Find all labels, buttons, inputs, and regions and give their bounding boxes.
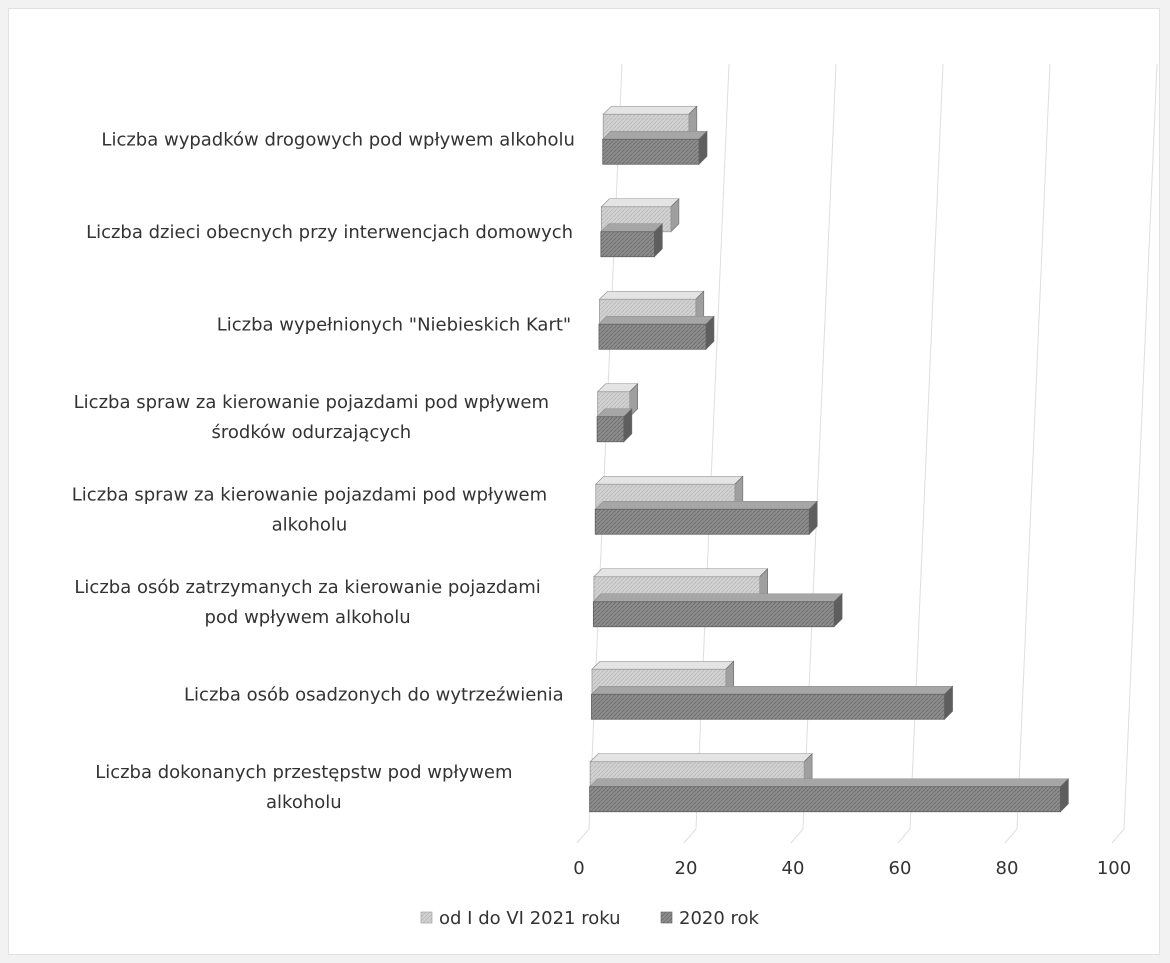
bar-2020 xyxy=(588,778,1070,813)
gridline-depth xyxy=(576,828,590,844)
bar-2020 xyxy=(600,223,664,258)
bar-2020 xyxy=(602,130,708,165)
gridline-depth xyxy=(790,828,804,844)
x-axis-ticks: 020406080100120140160180 xyxy=(573,858,1131,879)
legend: od I do VI 2021 roku 2020 rok xyxy=(420,908,760,929)
x-tick-label: 0 xyxy=(573,858,584,879)
x-tick-label: 20 xyxy=(675,858,698,879)
gridline xyxy=(1123,63,1158,830)
chart-frame: Liczba wypadków drogowych pod wpływem al… xyxy=(8,8,1160,955)
category-label: Liczba wypadków drogowych pod wpływem al… xyxy=(101,129,575,150)
bar-2020 xyxy=(594,500,818,535)
bar-2020 xyxy=(590,685,954,720)
category-label: Liczba osób osadzonych do wytrzeźwienia xyxy=(184,684,564,705)
category-label: Liczba osób zatrzymanych za kierowanie p… xyxy=(74,577,540,628)
category-labels: Liczba wypadków drogowych pod wpływem al… xyxy=(72,129,575,813)
x-tick-label: 60 xyxy=(889,858,912,879)
gridline-depth xyxy=(683,828,697,844)
gridline-depth xyxy=(1111,828,1125,844)
bar-2020 xyxy=(596,408,633,443)
bars-layer xyxy=(588,105,1070,813)
bar-chart: Liczba wypadków drogowych pod wpływem al… xyxy=(72,63,1158,929)
legend-label: 2020 rok xyxy=(679,908,760,929)
category-label: Liczba wypełnionych "Niebieskich Kart" xyxy=(217,314,571,335)
legend-swatch xyxy=(420,911,433,924)
x-tick-label: 40 xyxy=(782,858,805,879)
category-label: Liczba dokonanych przestępstw pod wpływe… xyxy=(95,762,512,813)
bar-2020 xyxy=(598,315,715,350)
gridline-depth xyxy=(897,828,911,844)
legend-swatch xyxy=(660,911,673,924)
gridline-depth xyxy=(1004,828,1018,844)
category-label: Liczba spraw za kierowanie pojazdami pod… xyxy=(72,484,547,535)
x-tick-label: 100 xyxy=(1097,858,1131,879)
grid-layer xyxy=(576,63,1158,844)
legend-label: od I do VI 2021 roku xyxy=(439,908,621,929)
x-tick-label: 80 xyxy=(996,858,1019,879)
gridline xyxy=(1016,63,1051,830)
category-label: Liczba spraw za kierowanie pojazdami pod… xyxy=(74,392,549,443)
bar-2020 xyxy=(592,593,843,628)
category-label: Liczba dzieci obecnych przy interwencjac… xyxy=(86,222,573,243)
